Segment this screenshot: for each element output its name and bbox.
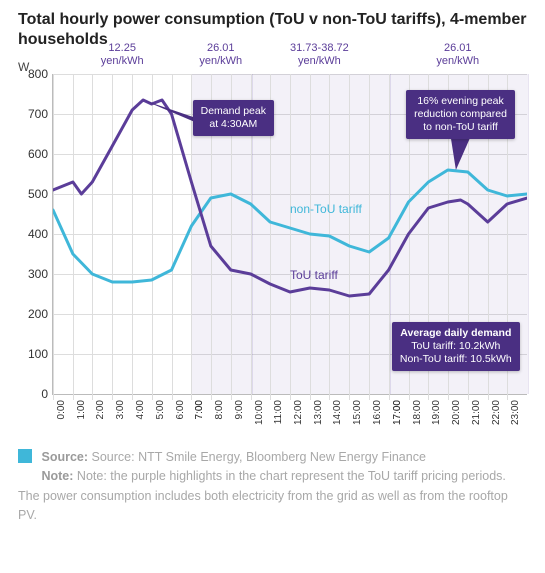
x-tick-label: 9:00	[234, 400, 245, 419]
source-label: Source:	[41, 450, 88, 464]
callout-avg_demand: Average daily demandToU tariff: 10.2kWhN…	[392, 322, 520, 371]
note-text: Note: the purple highlights in the chart…	[18, 469, 508, 522]
y-tick-label: 800	[18, 67, 48, 81]
price-period-label: 26.01yen/kWh	[436, 42, 479, 67]
x-tick-label: 15:00	[352, 400, 363, 425]
x-tick-label: 8:00	[214, 400, 225, 419]
y-tick-label: 200	[18, 307, 48, 321]
y-tick-label: 100	[18, 347, 48, 361]
callout-evening_reduction: 16% evening peakreduction comparedto non…	[406, 90, 515, 139]
chart-area: W 0100200300400500600700800 12.25yen/kWh…	[18, 60, 527, 440]
price-period-label: 26.01yen/kWh	[199, 42, 242, 67]
x-tick-label: 3:00	[115, 400, 126, 419]
source-text: Source: NTT Smile Energy, Bloomberg New …	[92, 450, 426, 464]
x-tick-label: 4:00	[135, 400, 146, 419]
x-tick-label: 19:00	[431, 400, 442, 425]
legend-square-icon	[18, 449, 32, 463]
x-tick-label: 0:00	[56, 400, 67, 419]
plot-region: 12.25yen/kWh26.01yen/kWh31.73-38.72yen/k…	[52, 74, 527, 395]
x-axis-labels: 0:001:002:003:004:005:006:007:007:008:00…	[52, 396, 527, 436]
y-tick-label: 500	[18, 187, 48, 201]
x-tick-label: 13:00	[313, 400, 324, 425]
y-tick-label: 700	[18, 107, 48, 121]
x-tick-label: 16:00	[372, 400, 383, 425]
y-tick-label: 0	[18, 387, 48, 401]
x-tick-label: 17:00	[392, 400, 403, 425]
x-tick-label: 2:00	[95, 400, 106, 419]
y-tick-label: 400	[18, 227, 48, 241]
y-tick-label: 600	[18, 147, 48, 161]
x-tick-label: 1:00	[76, 400, 87, 419]
x-tick-label: 5:00	[155, 400, 166, 419]
note-label: Note:	[41, 469, 73, 483]
series-non_tou	[53, 170, 527, 282]
price-period-label: 12.25yen/kWh	[101, 42, 144, 67]
x-tick-label: 23:00	[510, 400, 521, 425]
callout-pointer-evening_reduction	[451, 137, 471, 171]
x-tick-label: 6:00	[175, 400, 186, 419]
x-tick-label: 10:00	[254, 400, 265, 425]
x-tick-label: 12:00	[293, 400, 304, 425]
x-tick-label: 22:00	[491, 400, 502, 425]
x-tick-label: 20:00	[451, 400, 462, 425]
x-tick-label: 7:00	[194, 400, 205, 419]
callout-demand_peak: Demand peakat 4:30AM	[193, 100, 274, 136]
chart-footer: Source: Source: NTT Smile Energy, Bloomb…	[0, 440, 545, 526]
x-tick-label: 11:00	[273, 400, 284, 424]
y-tick-label: 300	[18, 267, 48, 281]
price-period-label: 31.73-38.72yen/kWh	[290, 42, 349, 67]
y-axis-ticks: 0100200300400500600700800	[18, 74, 48, 394]
x-tick-label: 21:00	[471, 400, 482, 425]
x-tick-label: 14:00	[332, 400, 343, 425]
x-tick-label: 18:00	[412, 400, 423, 425]
